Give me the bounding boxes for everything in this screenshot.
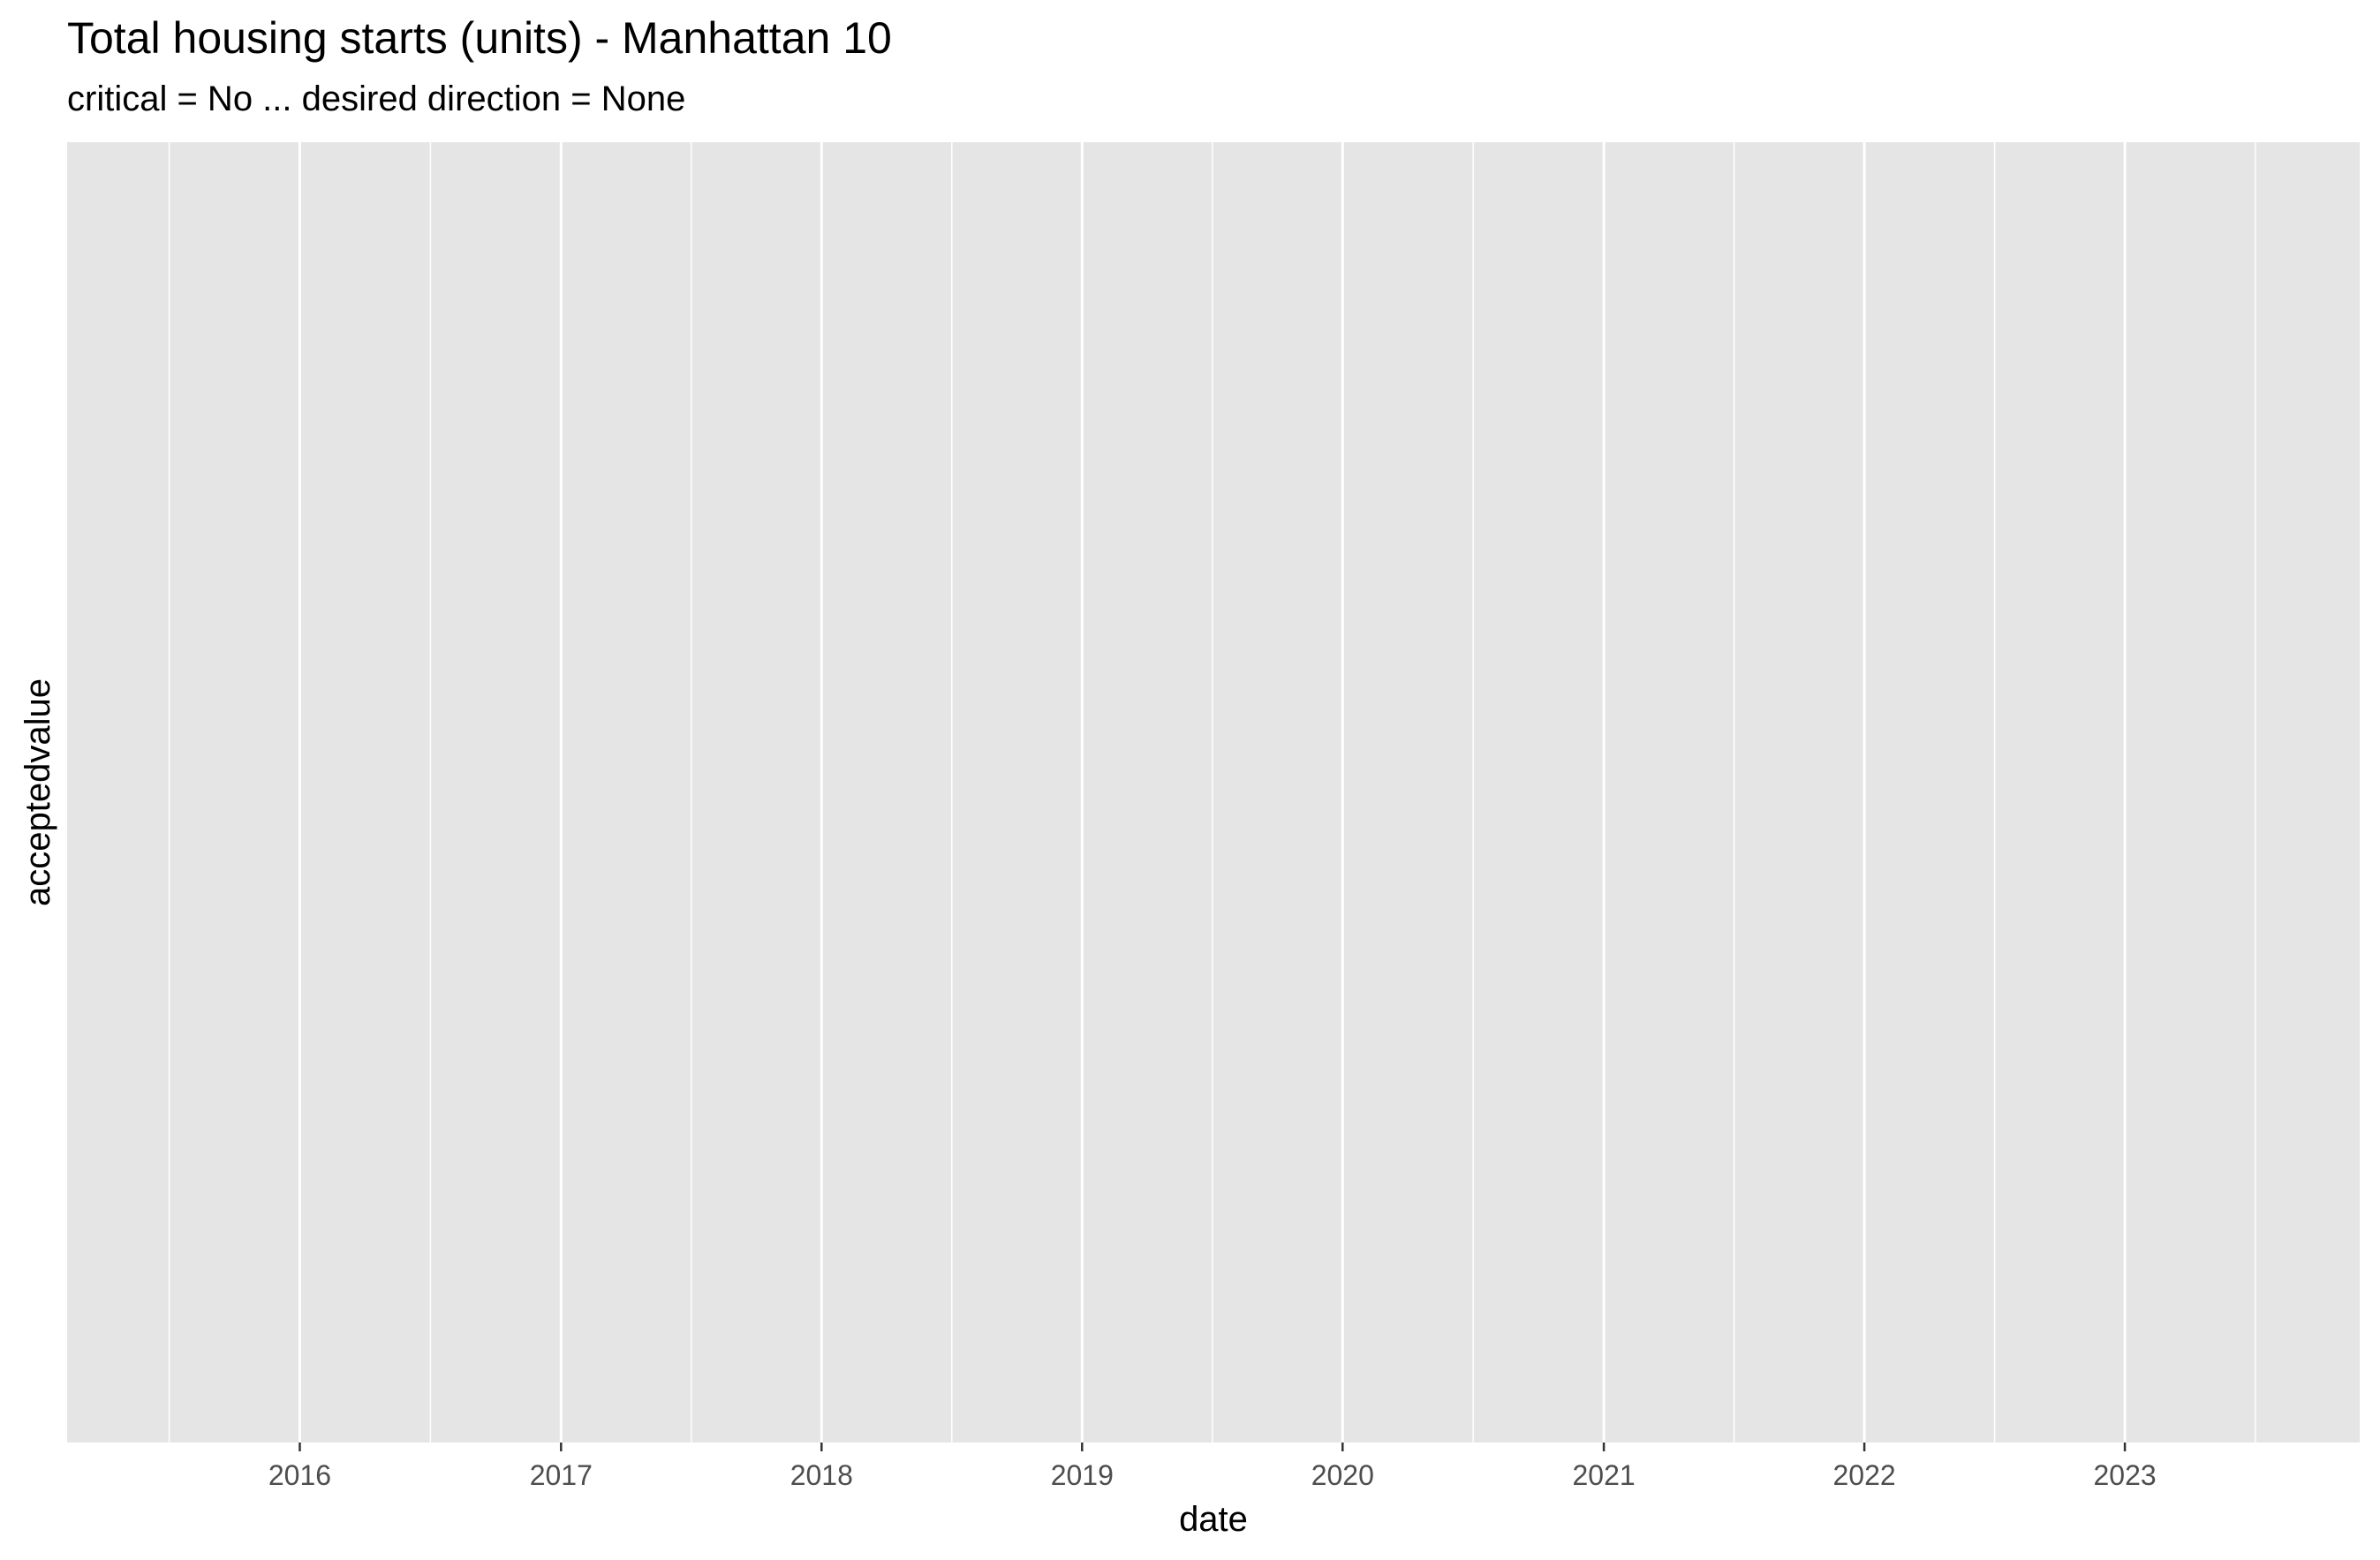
x-tick-label: 2021 (1573, 1459, 1636, 1491)
x-tick-label: 2020 (1311, 1459, 1374, 1491)
chart-title: Total housing starts (units) - Manhattan… (67, 13, 892, 63)
x-axis-tick-labels: 2016 2017 2018 2019 2020 2021 2022 2023 (268, 1459, 2157, 1491)
minor-gridlines (168, 142, 2256, 1443)
y-axis-title: acceptedvalue (19, 678, 57, 906)
x-tick-label: 2016 (268, 1459, 331, 1491)
x-axis-ticks (298, 1443, 2127, 1451)
major-gridlines (298, 142, 2127, 1443)
x-tick-label: 2018 (790, 1459, 853, 1491)
x-axis-title: date (1179, 1500, 1248, 1539)
x-tick-label: 2019 (1051, 1459, 1114, 1491)
x-tick-label: 2022 (1833, 1459, 1896, 1491)
chart-subtitle: critical = No ... desired direction = No… (67, 80, 686, 118)
x-tick-label: 2017 (530, 1459, 593, 1491)
plot-panel (67, 142, 2360, 1443)
x-tick-label: 2023 (2094, 1459, 2157, 1491)
